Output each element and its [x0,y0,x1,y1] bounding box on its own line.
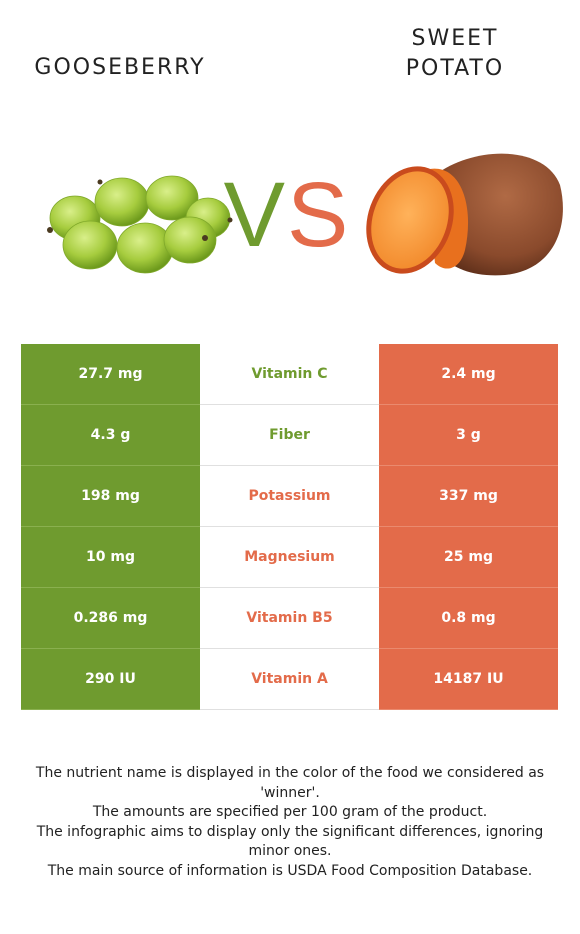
right-value: 25 mg [379,527,558,588]
footer-line: The main source of information is USDA F… [47,862,533,879]
nutrient-name: Potassium [200,466,379,526]
right-value: 3 g [379,405,558,466]
footer-line: The infographic aims to display only the… [36,823,544,860]
table-row: 4.3 g Fiber 3 g [21,405,558,466]
left-value: 290 IU [21,649,200,710]
right-value: 14187 IU [379,649,558,710]
right-food-title: SWEET POTATO [405,26,505,81]
nutrient-name: Fiber [200,405,379,465]
sweet-potato-image [366,153,563,276]
nutrient-name: Magnesium [200,527,379,587]
right-value: 0.8 mg [379,588,558,649]
nutrient-table: 27.7 mg Vitamin C 2.4 mg 4.3 g Fiber 3 g 198 m… [21,344,558,710]
footer-notes: The nutrient name is displayed in the co… [20,764,560,881]
nutrient-name: Vitamin C [200,344,379,404]
vs-s: S [287,164,351,266]
left-value: 10 mg [21,527,200,588]
nutrient-name: Vitamin B5 [200,588,379,648]
vs-v: V [223,164,287,266]
table-row: 10 mg Magnesium 25 mg [21,527,558,588]
left-value: 27.7 mg [21,344,200,405]
table-row: 27.7 mg Vitamin C 2.4 mg [21,344,558,405]
left-value: 4.3 g [21,405,200,466]
footer-line: The amounts are specified per 100 gram o… [92,804,488,820]
right-value: 337 mg [379,466,558,527]
nutrient-name: Vitamin A [200,649,379,709]
footer-line: The nutrient name is displayed in the co… [35,765,545,801]
right-value: 2.4 mg [379,344,558,405]
table-row: 198 mg Potassium 337 mg [21,466,558,527]
left-value: 0.286 mg [21,588,200,649]
gooseberry-image [47,175,233,274]
left-food-title: GOOSEBERRY [34,55,206,80]
left-value: 198 mg [21,466,200,527]
table-row: 290 IU Vitamin A 14187 IU [21,649,558,710]
table-row: 0.286 mg Vitamin B5 0.8 mg [21,588,558,649]
vs-label: VS [222,160,352,270]
